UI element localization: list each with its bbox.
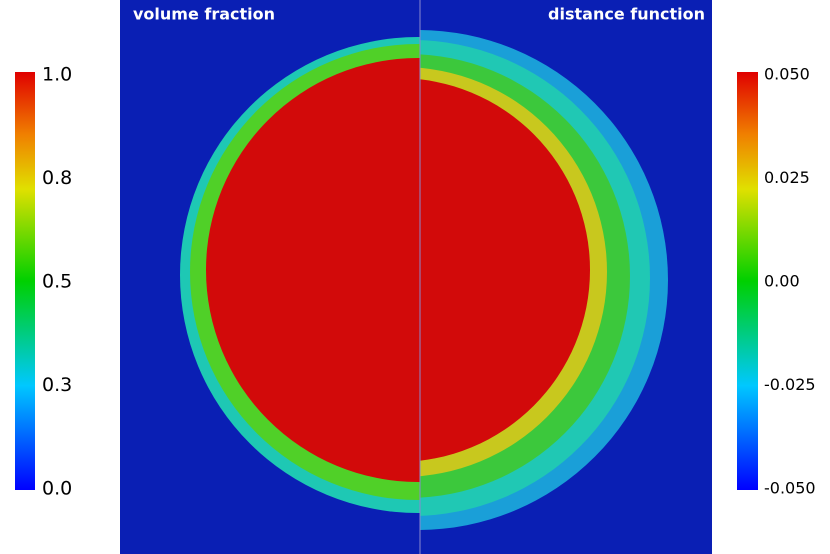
interior [420, 79, 590, 461]
tick-label: -0.050 [764, 479, 816, 498]
tick-label: 0.0 [42, 478, 72, 500]
interior [206, 58, 420, 482]
tick-label: 1.0 [42, 64, 72, 86]
right-half [420, 30, 668, 530]
tick-label: 0.00 [764, 272, 800, 291]
colorbar [15, 72, 35, 490]
tick-label: 0.5 [42, 271, 72, 293]
right-ticks: 0.050 0.025 0.00 -0.025 -0.050 [764, 65, 816, 498]
tick-label: -0.025 [764, 375, 816, 394]
panel-title: distance function [548, 5, 705, 24]
left-ticks: 1.0 0.8 0.5 0.3 0.0 [42, 64, 72, 500]
tick-label: 0.050 [764, 65, 810, 84]
left-half [180, 37, 420, 513]
tick-label: 0.8 [42, 167, 72, 189]
colorbar [737, 72, 758, 490]
panel-title: volume fraction [133, 5, 275, 24]
tick-label: 0.3 [42, 374, 72, 396]
tick-label: 0.025 [764, 168, 810, 187]
